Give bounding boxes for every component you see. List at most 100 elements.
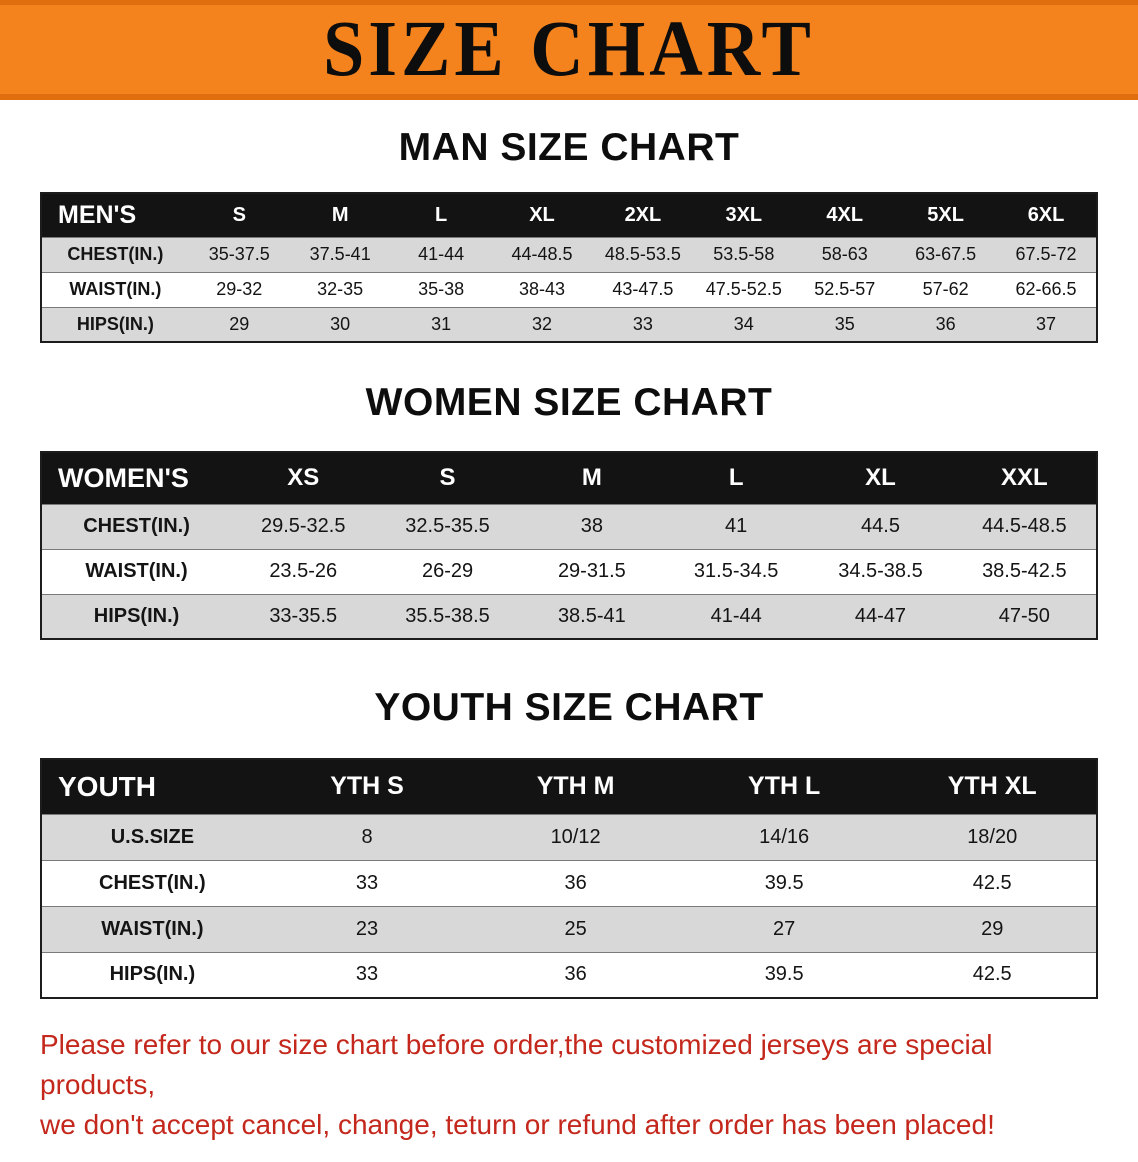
section-men: MAN SIZE CHART MEN'S S M L XL 2XL 3XL 4XL 5XL 6XL… [0, 126, 1138, 343]
size-value-cell: 32 [531, 313, 553, 334]
size-value-cell: 38-43 [518, 279, 566, 299]
size-chart-sections: MAN SIZE CHART MEN'S S M L XL 2XL 3XL 4XL 5XL 6XL… [0, 126, 1138, 999]
size-table-youth: YOUTH YTH S YTH M YTH L YTH XL U.S.SIZE 8 10/1… [40, 758, 1098, 999]
size-value-cell: 36 [935, 313, 956, 334]
size-value-cell: 29 [981, 917, 1004, 940]
disclaimer-line-2: we don't accept cancel, change, teturn o… [40, 1108, 995, 1140]
size-value-cell: 29-31.5 [557, 560, 626, 582]
table-row: HIPS(IN.) 29 30 31 32 33 34 35 36 37 [41, 307, 1097, 342]
table-header-row: MEN'S S M L XL 2XL 3XL 4XL 5XL 6XL [41, 193, 1097, 237]
size-value-cell: 31.5-34.5 [693, 560, 779, 582]
size-column-header: M [331, 203, 349, 226]
size-value-cell: 33-35.5 [269, 604, 338, 627]
row-label: WAIST(IN.) [101, 917, 204, 940]
size-value-cell: 32.5-35.5 [405, 515, 490, 537]
size-value-cell: 14/16 [759, 825, 810, 848]
table-header-row: WOMEN'S XS S M L XL XXL [41, 452, 1097, 504]
size-value-cell: 39.5 [764, 871, 804, 894]
section-heading: MAN SIZE CHART [398, 126, 740, 169]
size-value-cell: 29.5-32.5 [260, 515, 346, 537]
size-value-cell: 38 [580, 515, 603, 537]
size-column-header: 2XL [624, 203, 662, 226]
size-value-cell: 18/20 [967, 825, 1018, 848]
disclaimer-line-1: Please refer to our size chart before or… [40, 1029, 993, 1100]
size-column-header: L [728, 464, 744, 492]
size-column-header: M [581, 464, 602, 492]
size-value-cell: 8 [361, 825, 373, 848]
table-corner-label: YOUTH [58, 770, 156, 802]
size-column-header: XS [287, 464, 320, 492]
size-value-cell: 39.5 [764, 963, 804, 986]
size-value-cell: 29-32 [216, 279, 263, 299]
section-heading: WOMEN SIZE CHART [365, 381, 773, 424]
size-column-header: S [232, 203, 246, 226]
table-corner-label: WOMEN'S [58, 462, 189, 493]
row-label: WAIST(IN.) [85, 560, 188, 582]
size-value-cell: 67.5-72 [1015, 244, 1077, 264]
size-value-cell: 44.5-48.5 [982, 515, 1067, 537]
table-row: HIPS(IN.) 33 36 39.5 42.5 [41, 952, 1097, 998]
size-column-header: 4XL [826, 203, 864, 226]
section-women: WOMEN SIZE CHART WOMEN'S XS S M L XL XXL CHEST… [0, 381, 1138, 640]
size-column-header: 3XL [725, 203, 763, 226]
size-value-cell: 57-62 [922, 279, 969, 299]
size-value-cell: 42.5 [972, 871, 1012, 894]
size-value-cell: 43-47.5 [612, 279, 674, 299]
size-column-header: L [434, 203, 448, 226]
size-table-men: MEN'S S M L XL 2XL 3XL 4XL 5XL 6XL CHEST(IN.) 35-3… [40, 192, 1098, 343]
size-value-cell: 44-48.5 [511, 244, 573, 264]
table-row: U.S.SIZE 8 10/12 14/16 18/20 [41, 814, 1097, 860]
size-value-cell: 36 [564, 963, 587, 986]
size-value-cell: 44.5 [861, 515, 900, 537]
size-value-cell: 35-37.5 [208, 244, 270, 264]
table-header-row: YOUTH YTH S YTH M YTH L YTH XL [41, 759, 1097, 814]
size-value-cell: 35-38 [418, 279, 465, 299]
size-column-header: XXL [1000, 464, 1048, 492]
size-value-cell: 38.5-41 [557, 604, 626, 627]
size-column-header: XL [529, 203, 555, 226]
size-value-cell: 32-35 [317, 279, 364, 299]
row-label: U.S.SIZE [110, 825, 195, 848]
size-value-cell: 29 [229, 313, 250, 334]
size-value-cell: 23.5-26 [269, 560, 338, 582]
size-column-header: 5XL [927, 203, 964, 226]
banner: SIZE CHART [0, 0, 1138, 100]
size-value-cell: 52.5-57 [814, 279, 876, 299]
size-value-cell: 25 [564, 917, 587, 940]
size-value-cell: 33 [632, 313, 653, 334]
page-title: SIZE CHART [323, 4, 815, 94]
size-value-cell: 23 [355, 917, 379, 940]
size-value-cell: 35 [834, 313, 855, 334]
size-value-cell: 27 [773, 917, 796, 940]
size-value-cell: 37.5-41 [309, 244, 371, 264]
size-column-header: YTH S [330, 772, 404, 801]
size-value-cell: 35.5-38.5 [405, 604, 490, 627]
size-value-cell: 31 [431, 313, 452, 334]
disclaimer: Please refer to our size chart before or… [40, 1025, 1098, 1144]
row-label: HIPS(IN.) [109, 963, 196, 986]
size-column-header: S [439, 464, 456, 492]
size-column-header: XL [865, 464, 896, 492]
size-value-cell: 47.5-52.5 [705, 279, 782, 299]
table-row: WAIST(IN.) 23 25 27 29 [41, 906, 1097, 952]
row-label: CHEST(IN.) [67, 244, 164, 264]
row-label: CHEST(IN.) [83, 515, 190, 537]
size-value-cell: 26-29 [421, 560, 474, 582]
size-column-header: YTH M [536, 772, 615, 801]
table-row: WAIST(IN.) 23.5-26 26-29 29-31.5 31.5-34.5 34… [41, 549, 1097, 594]
size-value-cell: 36 [564, 871, 587, 894]
size-value-cell: 34.5-38.5 [838, 560, 923, 582]
table-row: CHEST(IN.) 33 36 39.5 42.5 [41, 860, 1097, 906]
size-value-cell: 41-44 [710, 604, 762, 627]
size-value-cell: 42.5 [972, 963, 1012, 986]
size-table-women: WOMEN'S XS S M L XL XXL CHEST(IN.) 29.5-32.5 32.… [40, 451, 1098, 640]
size-value-cell: 33 [355, 963, 379, 986]
size-value-cell: 41-44 [418, 244, 465, 264]
size-value-cell: 33 [355, 871, 379, 894]
section-heading: YOUTH SIZE CHART [374, 686, 764, 729]
row-label: HIPS(IN.) [76, 313, 154, 334]
size-value-cell: 47-50 [998, 604, 1050, 627]
size-value-cell: 38.5-42.5 [982, 560, 1067, 582]
size-value-cell: 58-63 [821, 244, 868, 264]
size-value-cell: 34 [733, 313, 754, 334]
